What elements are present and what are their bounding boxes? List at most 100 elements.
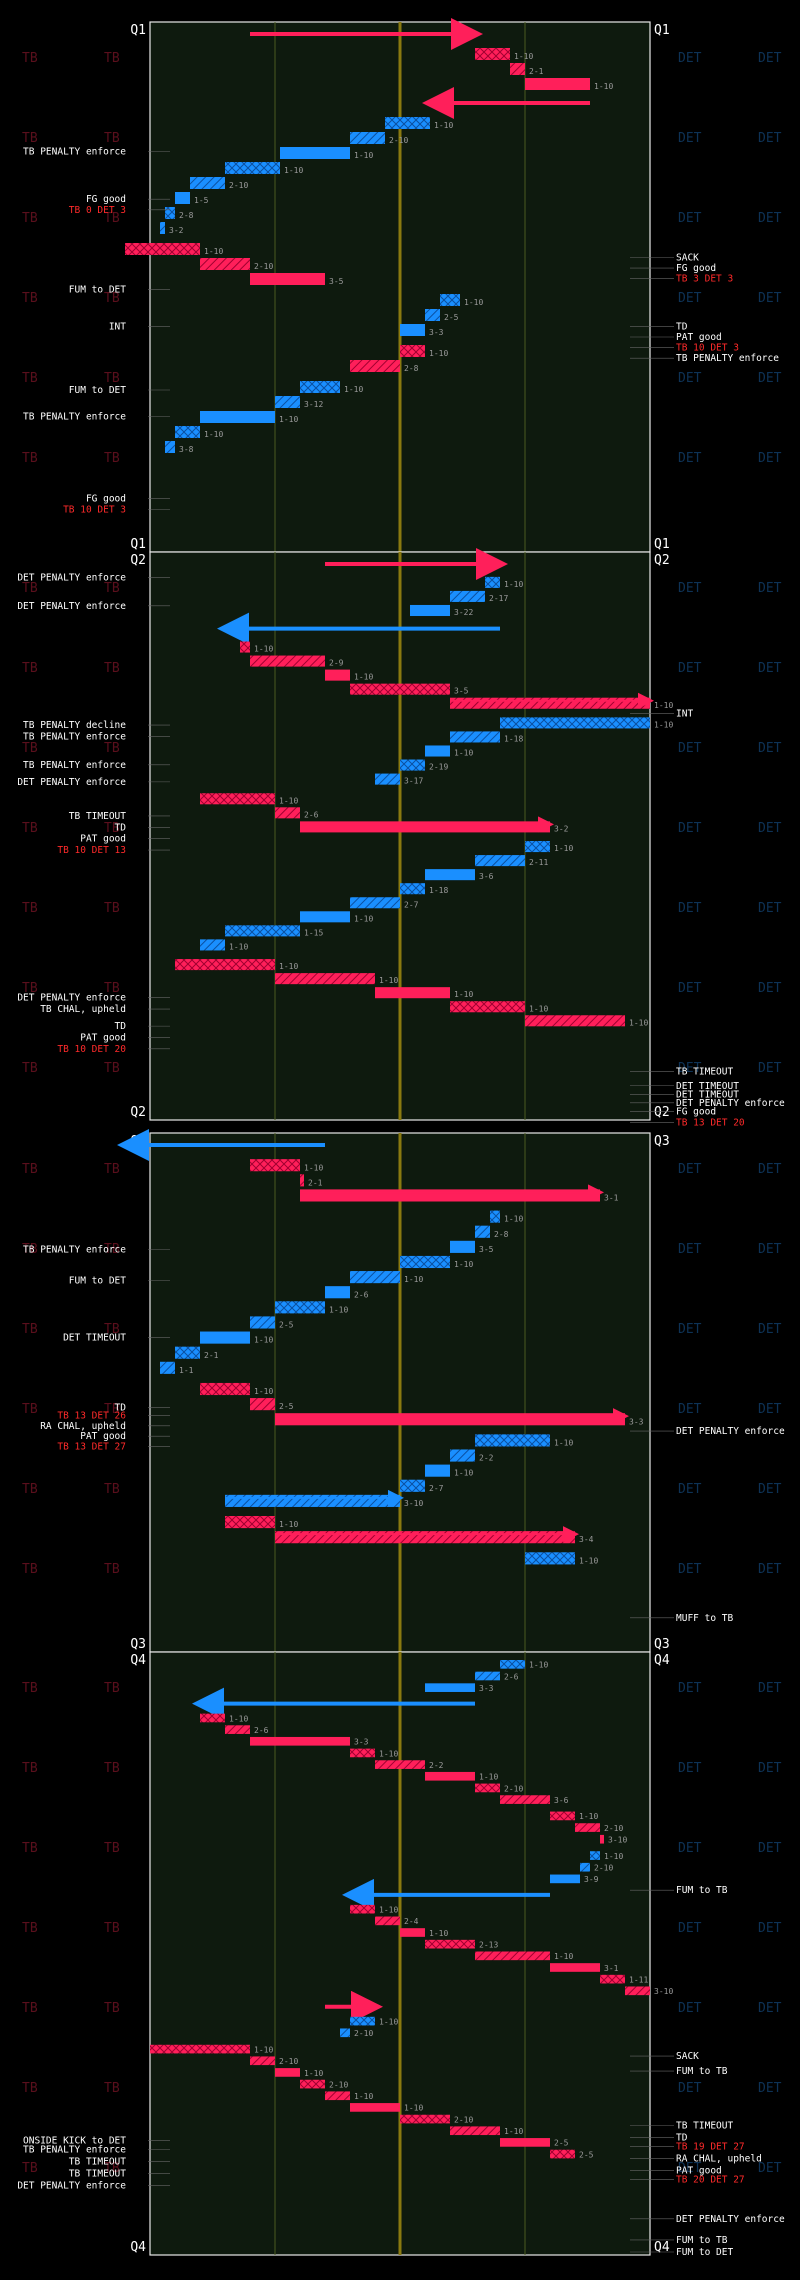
watermark-tb: TB — [104, 211, 120, 226]
play-bar — [250, 2056, 275, 2066]
watermark-tb: TB — [104, 741, 120, 756]
event-annotation: PAT good — [676, 2166, 722, 2177]
play-label: 1-10 — [554, 1952, 573, 1961]
play-label: 3-9 — [584, 1875, 599, 1884]
play-bar — [410, 604, 450, 617]
play-bar — [525, 1552, 575, 1565]
play-label: 1-10 — [579, 1556, 598, 1565]
play-bar — [250, 1159, 300, 1172]
play-label: 1-10 — [454, 990, 473, 999]
play-bar — [400, 345, 425, 357]
play-label: 2-10 — [389, 136, 408, 145]
play-bar — [225, 1725, 250, 1734]
play-label: 1-10 — [654, 720, 673, 729]
play-label: 1-10 — [594, 82, 613, 91]
play-label: 1-10 — [284, 166, 303, 175]
play-label: 1-10 — [279, 796, 298, 805]
watermark-tb: TB — [22, 2001, 38, 2016]
play-bar — [400, 324, 425, 336]
event-annotation: TB TIMEOUT — [69, 2169, 126, 2180]
play-label: 1-10 — [464, 298, 483, 307]
event-annotation: PAT good — [80, 834, 126, 845]
quarter-start-label: Q2 — [654, 553, 670, 568]
play-label: 2-10 — [454, 2115, 473, 2124]
watermark-tb: TB — [22, 1482, 38, 1497]
watermark-tb: TB — [22, 451, 38, 466]
quarter-end-label: Q1 — [130, 537, 146, 552]
watermark-tb: TB — [22, 1841, 38, 1856]
watermark-tb: TB — [104, 981, 120, 996]
event-annotation: MUFF to TB — [676, 1613, 733, 1624]
watermark-det: DET — [678, 901, 702, 916]
watermark-det: DET — [758, 2001, 782, 2016]
play-label: 3-17 — [404, 777, 423, 786]
play-bar — [550, 1811, 575, 1821]
drive-det: 1-10 — [525, 1552, 598, 1565]
drive-det: 1-10 2-10 3-9 — [550, 1851, 623, 1884]
play-bar — [525, 841, 550, 853]
event-annotation: DET PENALTY enforce — [17, 993, 126, 1004]
play-label: 2-17 — [489, 594, 508, 603]
event-annotation: TB PENALTY enforce — [23, 2144, 126, 2155]
watermark-tb: TB — [104, 1162, 120, 1177]
score-annotation: TB 10 DET 3 — [676, 343, 739, 354]
play-label: 2-7 — [404, 900, 419, 909]
play-bar — [350, 360, 400, 372]
watermark-tb: TB — [22, 291, 38, 306]
watermark-tb: TB — [22, 581, 38, 596]
event-annotation: DET PENALTY enforce — [17, 2181, 126, 2192]
watermark-det: DET — [678, 2161, 702, 2176]
watermark-tb: TB — [22, 821, 38, 836]
drive-det: 1-10 2-10 1-10 1-10 2-10 1-52-8 3-2 — [160, 117, 453, 235]
play-label: 3-4 — [579, 1535, 594, 1544]
play-label: 1-18 — [429, 886, 448, 895]
watermark-det: DET — [758, 2161, 782, 2176]
play-bar — [400, 1479, 425, 1492]
watermark-tb: TB — [104, 1761, 120, 1776]
play-bar — [400, 1928, 425, 1937]
quarter-end-label: Q3 — [654, 1637, 670, 1652]
play-bar — [425, 869, 475, 881]
watermark-det: DET — [678, 661, 702, 676]
event-annotation: RA CHAL, upheld — [676, 2154, 762, 2165]
play-label: 1-10 — [504, 1215, 523, 1224]
watermark-tb: TB — [104, 371, 120, 386]
play-bar — [250, 1398, 275, 1411]
play-bar — [350, 683, 450, 695]
play-bar — [225, 162, 280, 174]
play-bar — [450, 1449, 475, 1462]
play-label: 3-12 — [304, 400, 323, 409]
watermark-tb: TB — [22, 1322, 38, 1337]
event-annotation: FUM to DET — [676, 2247, 733, 2258]
event-annotation: TD — [115, 1403, 127, 1414]
event-annotation: RA CHAL, upheld — [40, 1421, 126, 1432]
watermark-det: DET — [758, 1242, 782, 1257]
play-bar — [200, 258, 250, 270]
play-bar — [300, 1189, 600, 1202]
play-label: 3-5 — [454, 687, 469, 696]
play-label: 1-5 — [194, 196, 209, 205]
play-label: 2-19 — [429, 763, 448, 772]
score-annotation: TB 10 DET 3 — [63, 504, 126, 515]
score-annotation: TB 10 DET 13 — [57, 845, 126, 856]
event-annotation: TB PENALTY enforce — [23, 147, 126, 158]
play-bar — [550, 1963, 600, 1972]
play-label: 2-8 — [494, 1230, 509, 1239]
play-label: 1-10 — [379, 2017, 398, 2026]
play-label: 2-4 — [404, 1917, 419, 1926]
play-label: 1-10 — [254, 645, 273, 654]
event-annotation: DET PENALTY enforce — [676, 1426, 785, 1437]
event-annotation: INT — [109, 321, 126, 332]
score-annotation: TB 3 DET 3 — [676, 274, 733, 285]
play-label: 2-5 — [444, 313, 459, 322]
play-label: 1-10 — [279, 1520, 298, 1529]
drive-det: 1-10 2-6 3-3 — [425, 1660, 548, 1693]
event-annotation: SACK — [676, 2051, 699, 2062]
play-bar — [590, 1851, 600, 1860]
drive-tb: 1-10 2-1 3-1 — [250, 1159, 619, 1203]
event-annotation: SACK — [676, 253, 699, 264]
watermark-det: DET — [678, 1921, 702, 1936]
play-label: 1-18 — [504, 734, 523, 743]
watermark-det: DET — [678, 1162, 702, 1177]
watermark-tb: TB — [22, 51, 38, 66]
